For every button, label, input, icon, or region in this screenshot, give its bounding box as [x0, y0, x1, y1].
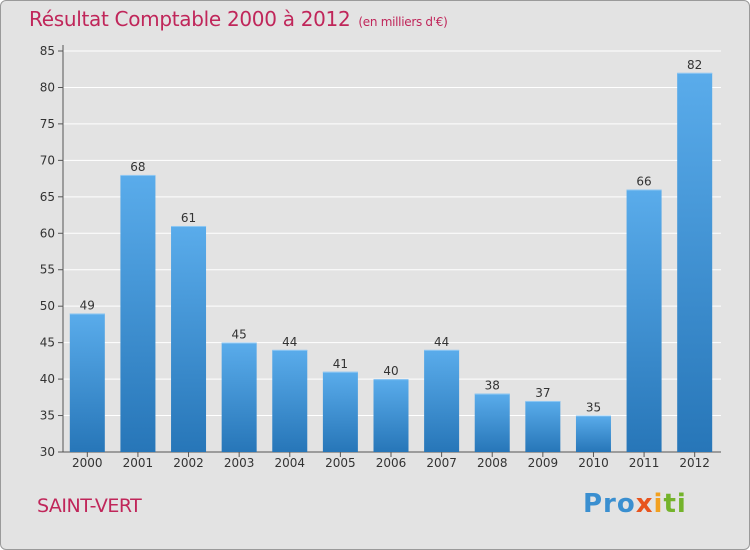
y-tick-label-45: 45 [40, 336, 55, 350]
x-tick-label-2007: 2007 [426, 456, 457, 470]
y-tick-label-80: 80 [40, 80, 55, 94]
y-tick-label-70: 70 [40, 153, 55, 167]
bar-2006 [373, 379, 409, 452]
x-tick-label-2006: 2006 [376, 456, 407, 470]
y-tick-label-75: 75 [40, 117, 55, 131]
bar-value-label-2011: 66 [636, 175, 651, 189]
bar-2005 [322, 371, 358, 452]
y-tick-label-85: 85 [40, 44, 55, 58]
proxiti-logo: Proxiti [583, 489, 687, 519]
bar-2000 [69, 313, 105, 452]
x-tick-label-2011: 2011 [629, 456, 660, 470]
x-tick-label-2012: 2012 [679, 456, 710, 470]
y-tick-label-55: 55 [40, 263, 55, 277]
bar-2002 [171, 225, 207, 452]
bar-2001 [120, 174, 156, 453]
y-tick-label-35: 35 [40, 409, 55, 423]
bar-value-label-2009: 37 [535, 386, 550, 400]
y-tick-label-40: 40 [40, 372, 55, 386]
bar-value-label-2000: 49 [80, 298, 95, 312]
bar-2011 [626, 189, 662, 452]
x-tick-label-2010: 2010 [578, 456, 609, 470]
y-tick-label-60: 60 [40, 226, 55, 240]
x-tick-label-2009: 2009 [528, 456, 559, 470]
y-tick-label-65: 65 [40, 190, 55, 204]
x-tick-label-2005: 2005 [325, 456, 356, 470]
bar-value-label-2001: 68 [130, 160, 145, 174]
bar-2008 [474, 393, 510, 452]
bar-2003 [221, 342, 257, 452]
y-tick-label-30: 30 [40, 445, 55, 459]
chart-title-text: Résultat Comptable 2000 à 2012 [29, 7, 351, 31]
bar-value-label-2002: 61 [181, 211, 196, 225]
bar-value-label-2005: 41 [333, 357, 348, 371]
bar-2004 [272, 349, 308, 452]
x-tick-label-2004: 2004 [274, 456, 305, 470]
bar-2007 [424, 349, 460, 452]
chart-title: Résultat Comptable 2000 à 2012 (en millie… [29, 7, 448, 31]
x-tick-label-2003: 2003 [224, 456, 255, 470]
bar-2010 [575, 415, 611, 452]
bar-value-label-2003: 45 [232, 328, 247, 342]
x-tick-label-2008: 2008 [477, 456, 508, 470]
commune-name: SAINT-VERT [37, 495, 142, 517]
bar-value-label-2010: 35 [586, 401, 601, 415]
bar-value-label-2007: 44 [434, 335, 449, 349]
bar-2009 [525, 400, 561, 452]
bar-value-label-2012: 82 [687, 58, 702, 72]
chart-subtitle: (en milliers d'€) [358, 15, 448, 29]
x-tick-label-2001: 2001 [123, 456, 154, 470]
logo-part-1: Pro [583, 489, 636, 519]
bar-value-label-2004: 44 [282, 335, 297, 349]
logo-part-4: ti [663, 489, 687, 519]
x-tick-label-2002: 2002 [173, 456, 204, 470]
logo-part-3: i [653, 489, 664, 519]
x-tick-label-2000: 2000 [72, 456, 103, 470]
logo-part-2: x [635, 489, 654, 519]
bar-value-label-2006: 40 [383, 364, 398, 378]
bar-2012 [677, 72, 713, 452]
bar-value-label-2008: 38 [485, 379, 500, 393]
y-tick-label-50: 50 [40, 299, 55, 313]
